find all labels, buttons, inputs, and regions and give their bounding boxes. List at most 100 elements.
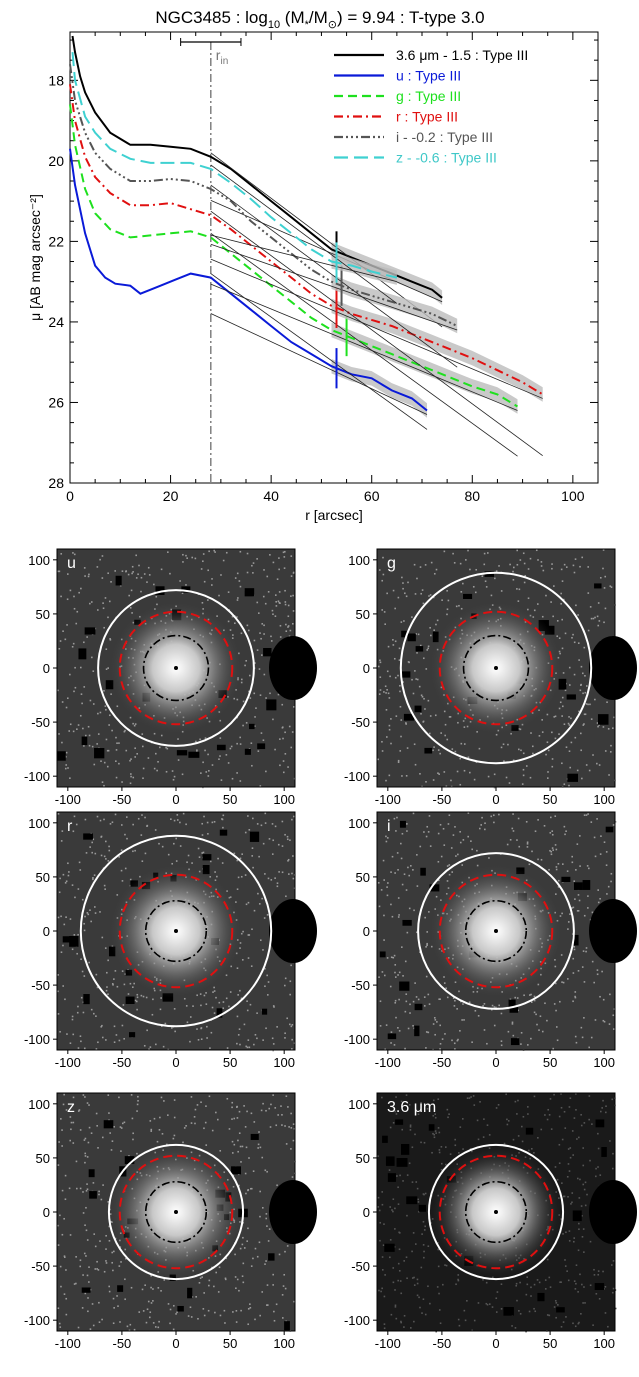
noise-pixel bbox=[597, 1273, 600, 1276]
noise-pixel bbox=[59, 640, 62, 642]
noise-pixel bbox=[505, 776, 508, 779]
noise-pixel bbox=[445, 987, 447, 990]
noise-pixel bbox=[153, 732, 156, 735]
inner-radius-circle bbox=[144, 1180, 208, 1244]
noise-pixel bbox=[604, 607, 607, 610]
noise-pixel bbox=[608, 1023, 611, 1025]
noise-pixel bbox=[290, 1148, 292, 1150]
noise-pixel bbox=[468, 1001, 471, 1004]
noise-pixel bbox=[215, 1271, 218, 1274]
noise-pixel bbox=[434, 1033, 436, 1036]
panel-x-tick-label: 100 bbox=[273, 1336, 295, 1351]
masked-star bbox=[403, 713, 415, 721]
noise-pixel bbox=[167, 1114, 169, 1116]
noise-pixel bbox=[472, 585, 475, 588]
noise-pixel bbox=[278, 568, 280, 571]
noise-pixel bbox=[63, 1217, 65, 1220]
noise-pixel bbox=[445, 1264, 448, 1267]
noise-pixel bbox=[276, 1026, 278, 1028]
noise-pixel bbox=[450, 779, 452, 782]
noise-pixel bbox=[65, 916, 67, 918]
noise-pixel bbox=[230, 745, 233, 748]
noise-pixel bbox=[555, 1009, 557, 1012]
series-line bbox=[69, 64, 458, 327]
noise-pixel bbox=[540, 858, 543, 861]
noise-pixel bbox=[533, 1307, 535, 1310]
noise-pixel bbox=[153, 767, 156, 770]
noise-pixel bbox=[602, 567, 604, 570]
noise-pixel bbox=[573, 880, 576, 882]
noise-pixel bbox=[537, 858, 539, 861]
noise-pixel bbox=[589, 1159, 591, 1162]
noise-pixel bbox=[254, 662, 256, 664]
noise-pixel bbox=[82, 1274, 84, 1276]
noise-pixel bbox=[275, 600, 277, 603]
noise-pixel bbox=[611, 1291, 614, 1294]
noise-pixel bbox=[415, 678, 417, 680]
noise-pixel bbox=[404, 592, 406, 595]
noise-pixel bbox=[396, 852, 399, 854]
noise-pixel bbox=[420, 1266, 423, 1269]
noise-pixel bbox=[236, 888, 239, 891]
noise-pixel bbox=[84, 1137, 87, 1140]
noise-pixel bbox=[420, 712, 422, 715]
noise-pixel bbox=[167, 853, 170, 856]
noise-pixel bbox=[422, 1220, 425, 1223]
noise-pixel bbox=[105, 668, 108, 670]
noise-pixel bbox=[517, 600, 520, 602]
panel-x-tick-label: -100 bbox=[55, 1055, 81, 1070]
noise-pixel bbox=[78, 591, 80, 594]
noise-pixel bbox=[531, 850, 533, 853]
noise-pixel bbox=[204, 737, 207, 739]
noise-pixel bbox=[91, 656, 93, 659]
noise-pixel bbox=[134, 999, 137, 1002]
noise-pixel bbox=[434, 1116, 437, 1119]
noise-pixel bbox=[605, 851, 608, 853]
noise-pixel bbox=[544, 1279, 547, 1281]
noise-pixel bbox=[201, 822, 204, 825]
noise-pixel bbox=[64, 882, 67, 884]
noise-pixel bbox=[132, 1138, 134, 1141]
noise-pixel bbox=[493, 1024, 496, 1027]
noise-pixel bbox=[452, 552, 454, 555]
noise-pixel bbox=[200, 1004, 202, 1007]
noise-pixel bbox=[421, 695, 424, 698]
noise-pixel bbox=[554, 737, 557, 740]
noise-pixel bbox=[378, 1209, 381, 1212]
noise-pixel bbox=[420, 1141, 422, 1144]
panel-y-tick-label: 0 bbox=[363, 661, 370, 676]
noise-pixel bbox=[493, 821, 495, 824]
noise-pixel bbox=[200, 1101, 202, 1104]
noise-pixel bbox=[441, 1038, 444, 1040]
noise-pixel bbox=[281, 845, 284, 847]
noise-pixel bbox=[201, 852, 203, 854]
noise-pixel bbox=[460, 607, 463, 610]
noise-pixel bbox=[238, 1110, 241, 1113]
panel-x-tick-label: -50 bbox=[113, 1336, 132, 1351]
noise-pixel bbox=[92, 1012, 95, 1015]
noise-pixel bbox=[477, 1138, 480, 1141]
noise-pixel bbox=[409, 1012, 411, 1014]
noise-pixel bbox=[576, 843, 579, 845]
noise-pixel bbox=[571, 861, 574, 864]
noise-pixel bbox=[75, 1256, 77, 1258]
noise-pixel bbox=[377, 1206, 380, 1208]
series-line bbox=[69, 84, 544, 396]
noise-pixel bbox=[281, 1114, 283, 1116]
noise-pixel bbox=[599, 1174, 602, 1176]
noise-pixel bbox=[140, 834, 143, 836]
noise-pixel bbox=[429, 594, 432, 596]
noise-pixel bbox=[554, 1166, 557, 1168]
noise-pixel bbox=[75, 823, 78, 826]
noise-pixel bbox=[572, 633, 574, 636]
noise-pixel bbox=[596, 818, 598, 820]
noise-pixel bbox=[587, 566, 590, 568]
noise-pixel bbox=[401, 946, 403, 948]
noise-pixel bbox=[248, 1046, 251, 1049]
noise-pixel bbox=[253, 725, 256, 727]
noise-pixel bbox=[401, 832, 404, 835]
noise-pixel bbox=[250, 742, 253, 744]
noise-pixel bbox=[272, 1005, 275, 1007]
noise-pixel bbox=[243, 1105, 245, 1107]
noise-pixel bbox=[427, 647, 430, 650]
